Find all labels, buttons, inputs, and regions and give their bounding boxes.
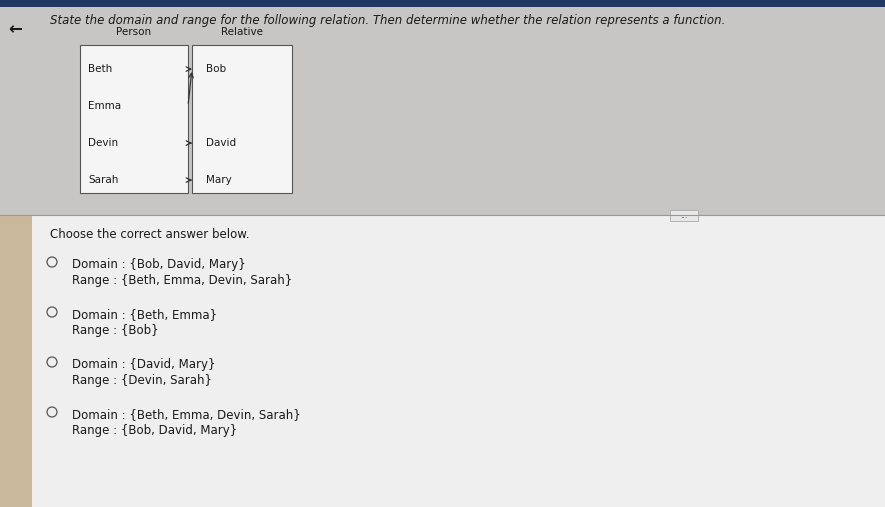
Text: Emma: Emma <box>88 101 121 111</box>
Bar <box>0 215 885 507</box>
Bar <box>80 45 188 193</box>
Bar <box>670 210 698 221</box>
Text: Range : {Bob, David, Mary}: Range : {Bob, David, Mary} <box>72 424 237 437</box>
Text: Bob: Bob <box>206 64 227 74</box>
Bar <box>0 215 32 507</box>
Text: Range : {Bob}: Range : {Bob} <box>72 324 158 337</box>
Text: Choose the correct answer below.: Choose the correct answer below. <box>50 228 250 241</box>
Text: State the domain and range for the following relation. Then determine whether th: State the domain and range for the follo… <box>50 14 726 27</box>
Text: Sarah: Sarah <box>88 175 119 185</box>
Bar <box>0 7 885 215</box>
Text: Range : {Devin, Sarah}: Range : {Devin, Sarah} <box>72 374 212 387</box>
Text: Person: Person <box>117 27 151 37</box>
Text: ...: ... <box>681 211 688 220</box>
Text: Domain : {Bob, David, Mary}: Domain : {Bob, David, Mary} <box>72 258 246 271</box>
Text: Mary: Mary <box>206 175 232 185</box>
Text: Domain : {Beth, Emma, Devin, Sarah}: Domain : {Beth, Emma, Devin, Sarah} <box>72 408 301 421</box>
Text: Relative: Relative <box>221 27 263 37</box>
Text: Domain : {Beth, Emma}: Domain : {Beth, Emma} <box>72 308 217 321</box>
Text: Range : {Beth, Emma, Devin, Sarah}: Range : {Beth, Emma, Devin, Sarah} <box>72 274 292 287</box>
Text: David: David <box>206 138 236 148</box>
Bar <box>192 45 292 193</box>
Text: Beth: Beth <box>88 64 112 74</box>
Text: ←: ← <box>8 20 22 38</box>
Text: Domain : {David, Mary}: Domain : {David, Mary} <box>72 358 216 371</box>
Bar <box>0 0 885 7</box>
Text: Devin: Devin <box>88 138 118 148</box>
